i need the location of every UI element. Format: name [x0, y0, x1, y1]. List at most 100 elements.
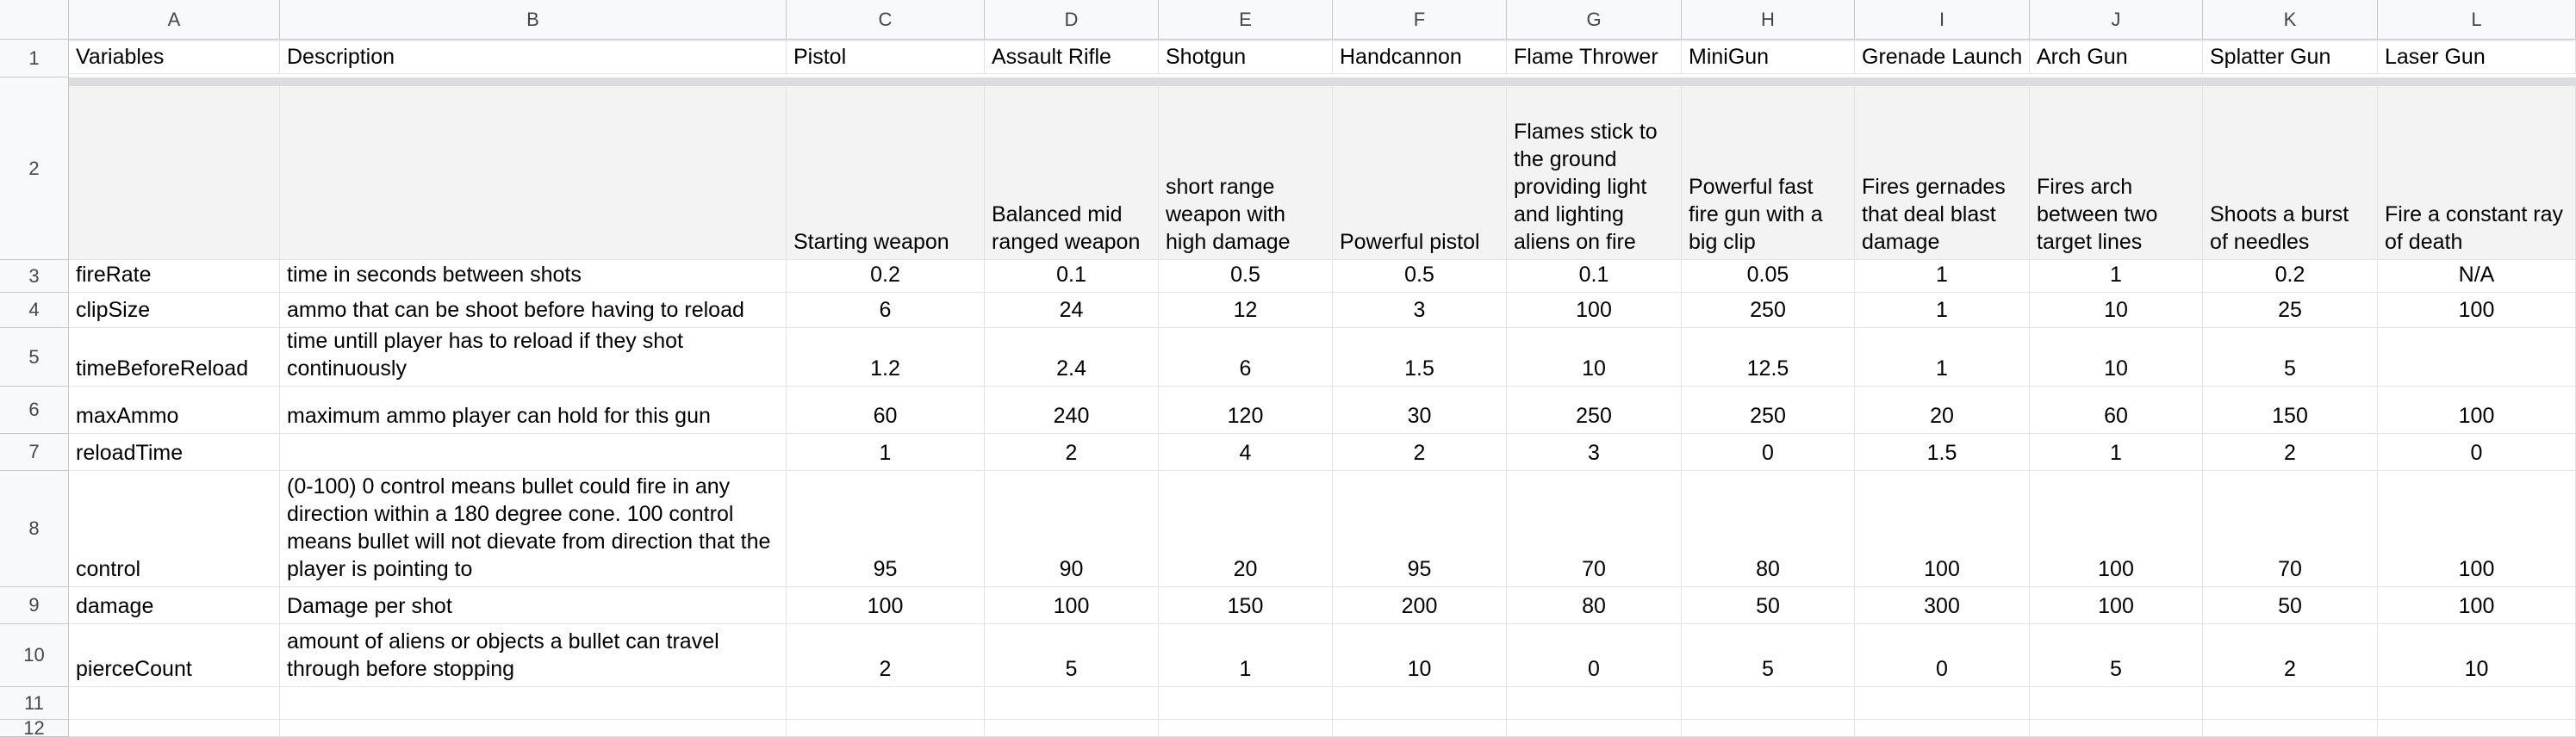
cell-c10[interactable]: 2 — [787, 624, 985, 687]
cell-c2[interactable]: Starting weapon — [787, 86, 985, 260]
frozen-row-divider[interactable] — [69, 77, 2576, 86]
cell-h3[interactable]: 0.05 — [1682, 260, 1855, 293]
cell-g11[interactable] — [1507, 687, 1682, 720]
cell-k4[interactable]: 25 — [2203, 293, 2378, 328]
row-header-8[interactable]: 8 — [0, 471, 69, 587]
cell-f9[interactable]: 200 — [1333, 587, 1507, 624]
cell-l9[interactable]: 100 — [2378, 587, 2576, 624]
cell-d10[interactable]: 5 — [985, 624, 1159, 687]
cell-h8[interactable]: 80 — [1682, 471, 1855, 587]
cell-l6[interactable]: 100 — [2378, 387, 2576, 434]
cell-j10[interactable]: 5 — [2030, 624, 2203, 687]
cell-b8[interactable]: (0-100) 0 control means bullet could fir… — [280, 471, 787, 587]
cell-j3[interactable]: 1 — [2030, 260, 2203, 293]
cell-i8[interactable]: 100 — [1855, 471, 2030, 587]
cell-j9[interactable]: 100 — [2030, 587, 2203, 624]
row-header-1[interactable]: 1 — [0, 40, 69, 77]
cell-i7[interactable]: 1.5 — [1855, 434, 2030, 471]
cell-f4[interactable]: 3 — [1333, 293, 1507, 328]
cell-j6[interactable]: 60 — [2030, 387, 2203, 434]
row-header-10[interactable]: 10 — [0, 624, 69, 687]
cell-k12[interactable] — [2203, 720, 2378, 737]
cell-h10[interactable]: 5 — [1682, 624, 1855, 687]
cell-h2[interactable]: Powerful fast fire gun with a big clip — [1682, 86, 1855, 260]
cell-k9[interactable]: 50 — [2203, 587, 2378, 624]
cell-f3[interactable]: 0.5 — [1333, 260, 1507, 293]
cell-i12[interactable] — [1855, 720, 2030, 737]
row-header-9[interactable]: 9 — [0, 587, 69, 624]
cell-g4[interactable]: 100 — [1507, 293, 1682, 328]
cell-e11[interactable] — [1159, 687, 1333, 720]
cell-i4[interactable]: 1 — [1855, 293, 2030, 328]
cell-h4[interactable]: 250 — [1682, 293, 1855, 328]
cell-l10[interactable]: 10 — [2378, 624, 2576, 687]
cell-h7[interactable]: 0 — [1682, 434, 1855, 471]
cell-d11[interactable] — [985, 687, 1159, 720]
cell-k6[interactable]: 150 — [2203, 387, 2378, 434]
cell-f12[interactable] — [1333, 720, 1507, 737]
cell-h6[interactable]: 250 — [1682, 387, 1855, 434]
cell-e2[interactable]: short range weapon with high damage — [1159, 86, 1333, 260]
column-header-g[interactable]: G — [1507, 0, 1682, 40]
cell-g1[interactable]: Flame Thrower — [1507, 40, 1682, 74]
cell-l3[interactable]: N/A — [2378, 260, 2576, 293]
cell-c8[interactable]: 95 — [787, 471, 985, 587]
cell-l1[interactable]: Laser Gun — [2378, 40, 2576, 74]
cell-j7[interactable]: 1 — [2030, 434, 2203, 471]
cell-b4[interactable]: ammo that can be shoot before having to … — [280, 293, 787, 328]
column-header-a[interactable]: A — [69, 0, 280, 40]
row-header-6[interactable]: 6 — [0, 387, 69, 434]
cell-i10[interactable]: 0 — [1855, 624, 2030, 687]
cell-e8[interactable]: 20 — [1159, 471, 1333, 587]
cell-f8[interactable]: 95 — [1333, 471, 1507, 587]
row-header-7[interactable]: 7 — [0, 434, 69, 471]
cell-b2[interactable] — [280, 86, 787, 260]
cell-g3[interactable]: 0.1 — [1507, 260, 1682, 293]
column-header-j[interactable]: J — [2030, 0, 2203, 40]
cell-j2[interactable]: Fires arch between two target lines — [2030, 86, 2203, 260]
cell-i9[interactable]: 300 — [1855, 587, 2030, 624]
cell-e3[interactable]: 0.5 — [1159, 260, 1333, 293]
cell-d4[interactable]: 24 — [985, 293, 1159, 328]
row-header-3[interactable]: 3 — [0, 260, 69, 293]
cell-j11[interactable] — [2030, 687, 2203, 720]
cell-f11[interactable] — [1333, 687, 1507, 720]
cell-d7[interactable]: 2 — [985, 434, 1159, 471]
cell-g12[interactable] — [1507, 720, 1682, 737]
column-header-d[interactable]: D — [985, 0, 1159, 40]
cell-k7[interactable]: 2 — [2203, 434, 2378, 471]
cell-e10[interactable]: 1 — [1159, 624, 1333, 687]
column-header-e[interactable]: E — [1159, 0, 1333, 40]
cell-j5[interactable]: 10 — [2030, 328, 2203, 387]
cell-j4[interactable]: 10 — [2030, 293, 2203, 328]
cell-l11[interactable] — [2378, 687, 2576, 720]
cell-l5[interactable] — [2378, 328, 2576, 387]
cell-f7[interactable]: 2 — [1333, 434, 1507, 471]
column-header-k[interactable]: K — [2203, 0, 2378, 40]
cell-c4[interactable]: 6 — [787, 293, 985, 328]
cell-a9[interactable]: damage — [69, 587, 280, 624]
cell-d6[interactable]: 240 — [985, 387, 1159, 434]
cell-l8[interactable]: 100 — [2378, 471, 2576, 587]
cell-c1[interactable]: Pistol — [787, 40, 985, 74]
cell-d1[interactable]: Assault Rifle — [985, 40, 1159, 74]
row-header-2[interactable]: 2 — [0, 77, 69, 260]
cell-i2[interactable]: Fires gernades that deal blast damage — [1855, 86, 2030, 260]
cell-i1[interactable]: Grenade Launch — [1855, 40, 2030, 74]
cell-b11[interactable] — [280, 687, 787, 720]
cell-a3[interactable]: fireRate — [69, 260, 280, 293]
row-header-4[interactable]: 4 — [0, 293, 69, 328]
cell-h5[interactable]: 12.5 — [1682, 328, 1855, 387]
row-header-5[interactable]: 5 — [0, 328, 69, 387]
cell-b5[interactable]: time untill player has to reload if they… — [280, 328, 787, 387]
cell-h12[interactable] — [1682, 720, 1855, 737]
cell-l7[interactable]: 0 — [2378, 434, 2576, 471]
cell-j8[interactable]: 100 — [2030, 471, 2203, 587]
cell-k11[interactable] — [2203, 687, 2378, 720]
cell-g9[interactable]: 80 — [1507, 587, 1682, 624]
cell-a5[interactable]: timeBeforeReload — [69, 328, 280, 387]
cell-d8[interactable]: 90 — [985, 471, 1159, 587]
cell-g10[interactable]: 0 — [1507, 624, 1682, 687]
cell-j12[interactable] — [2030, 720, 2203, 737]
cell-b1[interactable]: Description — [280, 40, 787, 74]
